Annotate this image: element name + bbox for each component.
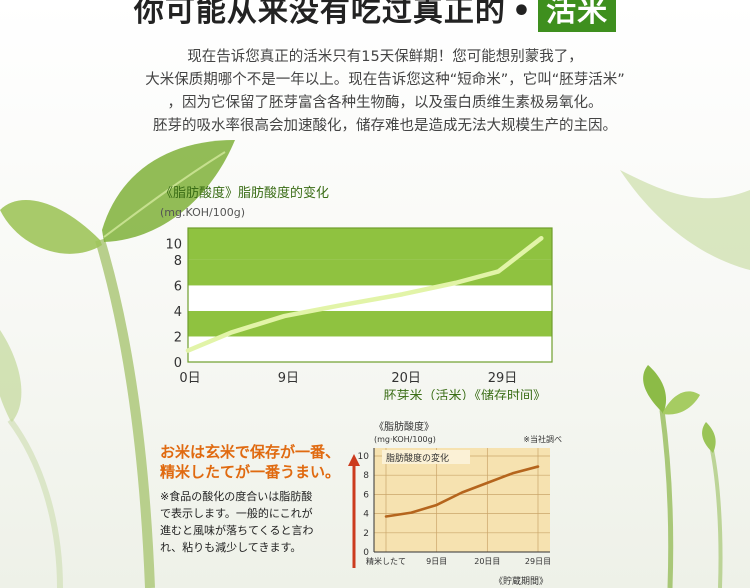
note-line: れ、粘りも減少してきます。 — [160, 541, 302, 554]
title-dot: • — [511, 0, 533, 29]
japanese-note: ※食品の酸化の度合いは脂肪酸 で表示します。一般的にこれが 進むと風味が落ちてく… — [160, 488, 313, 556]
x-tick-label: 20日 — [391, 371, 421, 386]
plot-background — [374, 448, 550, 552]
y-tick-label: 4 — [174, 305, 182, 320]
headline-line: 精米したてが一番うまい。 — [160, 463, 341, 481]
grid-band — [188, 310, 552, 337]
chart-bottom-title: 《脂肪酸度》 — [374, 420, 434, 433]
grid-band — [188, 336, 552, 362]
page-title: 你可能从来没有吃过真正的 • 活米 — [0, 0, 750, 32]
up-arrow-head — [348, 454, 360, 466]
y-tick-label: 10 — [358, 452, 370, 462]
y-tick-label: 2 — [363, 529, 369, 539]
y-tick-label: 6 — [363, 490, 369, 500]
japanese-headline: お米は玄米で保存が一番、 精米したてが一番うまい。 — [160, 442, 340, 482]
fatty-acid-chart-bottom: 《脂肪酸度》 (mg·KOH/100g) ※当社調べ 0 2 4 6 8 10 精米したて 9日目 2… — [348, 420, 562, 587]
paragraph-line: ，因为它保留了胚芽富含各种生物酶，以及蛋白质维生素极易氧化。 — [167, 95, 603, 111]
chart-top-title: 《脂肪酸度》脂肪酸度的变化 — [160, 186, 330, 201]
y-tick-label: 8 — [174, 254, 182, 269]
paragraph-line: 现在告诉您真正的活米只有15天保鲜期！您可能想别蒙我了， — [187, 49, 583, 65]
y-tick-label: 2 — [174, 330, 182, 345]
note-line: で表示します。一般的にこれが — [160, 507, 313, 520]
sprout-right-decoration — [620, 170, 750, 588]
x-axis-label: 胚芽米（活米）《储存时间》 — [383, 389, 546, 400]
intro-paragraph: 现在告诉您真正的活米只有15天保鲜期！您可能想别蒙我了， 大米保质期哪个不是一年… — [40, 46, 730, 138]
x-tick-label: 0日 — [179, 371, 200, 386]
chart-bottom-unit: (mg·KOH/100g) — [374, 435, 436, 444]
headline-line: お米は玄米で保存が一番、 — [160, 443, 341, 461]
legend-box — [382, 450, 470, 464]
x-tick-label: 9日目 — [426, 557, 447, 566]
y-tick-label: 4 — [363, 510, 369, 520]
series-line — [384, 465, 540, 518]
y-tick-label: 10 — [165, 237, 182, 252]
title-main: 你可能从来没有吃过真正的 — [133, 0, 506, 29]
y-tick-label: 0 — [363, 548, 369, 558]
paragraph-line: 胚芽的吸水率很高会加速酸化，储存难也是造成无法大规模生产的主因。 — [153, 118, 617, 134]
y-tick-label: 8 — [363, 471, 369, 481]
title-highlight: 活米 — [538, 0, 617, 32]
x-axis-label: 《貯蔵期間》 — [494, 575, 548, 587]
x-tick-label: 9日 — [278, 371, 299, 386]
series-line — [185, 235, 544, 353]
source-note: ※当社調べ — [523, 434, 562, 444]
note-line: 進むと風味が落ちてくると言わ — [160, 524, 314, 537]
x-tick-label: 20日目 — [474, 557, 500, 566]
plot-border — [187, 227, 553, 363]
x-tick-label: 精米したて — [366, 556, 406, 566]
y-tick-label: 0 — [174, 356, 182, 371]
paragraph-line: 大米保质期哪个不是一年以上。现在告诉您这种“短命米”，它叫“胚芽活米” — [145, 72, 625, 88]
note-line: ※食品の酸化の度合いは脂肪酸 — [160, 490, 313, 503]
y-tick-label: 6 — [174, 279, 182, 294]
chart-top-unit: (mg.KOH/100g) — [160, 206, 246, 219]
x-tick-label: 29日 — [488, 371, 518, 386]
grid-band — [188, 228, 552, 260]
x-tick-label: 29日目 — [525, 557, 551, 566]
legend-label: 脂肪酸度の変化 — [386, 452, 449, 464]
